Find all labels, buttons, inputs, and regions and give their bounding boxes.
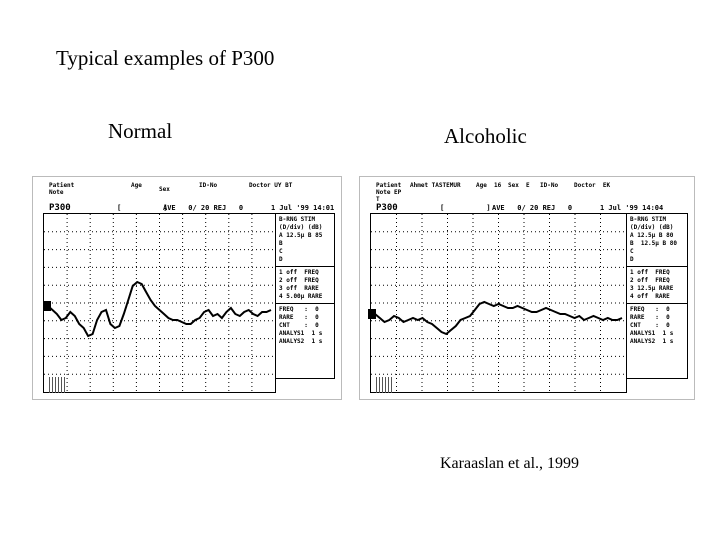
panel-row: FREQ : 0 (279, 306, 319, 313)
panel-row: ANALYS1 1 s (630, 330, 674, 337)
waveform-normal-svg (44, 214, 275, 392)
panel-row: ANALYS1 1 s (279, 330, 323, 337)
status-line: AVE 0/ 20 REJ 0 (492, 204, 573, 212)
status-line: AVE 0/ 20 REJ 0 (163, 204, 244, 212)
label-normal: Normal (108, 119, 173, 143)
panel-row: B-RNG STIM (630, 216, 667, 223)
counts-box: FREQ : 0 RARE : 0 CNT : 0 ANALYS1 1 s AN… (627, 304, 687, 348)
freq-box: 1 off FREQ 2 off FREQ 3 12.5µ RARE 4 off… (627, 267, 687, 304)
tick-lines (49, 377, 67, 393)
panel-row: CNT : 0 (279, 322, 319, 329)
panel-row: 2 off FREQ (630, 277, 670, 284)
waveform-alcoholic-svg (371, 214, 626, 392)
panel-row: 4 off RARE (630, 293, 670, 300)
panel-row: D (630, 256, 634, 263)
side-panel: B-RNG STIM (D/div) (dB) A 12.5µ B 80 B 1… (626, 213, 688, 379)
plot-alcoholic (370, 213, 627, 393)
header-age: Age 16 (476, 182, 502, 189)
header-age: Age (131, 182, 142, 189)
panel-row: 4 5.00µ RARE (279, 293, 323, 300)
panel-row: A 12.5µ B 80 (630, 232, 674, 239)
bracket: [ ] (117, 204, 168, 212)
panel-row: 3 12.5µ RARE (630, 285, 674, 292)
panel-row: D (279, 256, 283, 263)
waveform-trace (47, 280, 272, 338)
panel-row: FREQ : 0 (630, 306, 670, 313)
panel-row: A 12.5µ B 85 (279, 232, 323, 239)
tick-lines (376, 377, 394, 393)
header-patient: Patient Note (49, 182, 75, 196)
side-panel: B-RNG STIM (D/div) (dB) A 12.5µ B 85 B C… (275, 213, 335, 379)
stim-box: B-RNG STIM (D/div) (dB) A 12.5µ B 85 B C… (276, 214, 334, 267)
header-patient: Patient Note EP T (376, 182, 402, 203)
screen-alcoholic: Patient Note EP T Ahmet TASTEMUR Age 16 … (359, 176, 695, 400)
slide-title: Typical examples of P300 (56, 46, 275, 70)
panel-row: 1 off FREQ (279, 269, 319, 276)
header-id: ID-No (540, 182, 559, 189)
counts-box: FREQ : 0 RARE : 0 CNT : 0 ANALYS1 1 s AN… (276, 304, 334, 348)
header-id: ID-No (199, 182, 218, 189)
panel-row: 3 off RARE (279, 285, 319, 292)
panel-row: ANALYS2 1 s (630, 338, 674, 345)
panel-row: C (630, 248, 634, 255)
p300-label: P300 (49, 203, 71, 213)
panel-row: B 12.5µ B 80 (630, 240, 677, 247)
bracket: [ ] (440, 204, 491, 212)
screen-normal: Patient Note Age Sex ID-No Doctor UY BT … (32, 176, 342, 400)
waveform-trace (374, 300, 623, 336)
header-name: Ahmet TASTEMUR (410, 182, 461, 189)
header-doctor: Doctor EK (574, 182, 611, 189)
panel-row: (D/div) (dB) (630, 224, 674, 231)
panel-row: CNT : 0 (630, 322, 670, 329)
plot-normal (43, 213, 276, 393)
freq-box: 1 off FREQ 2 off FREQ 3 off RARE 4 5.00µ… (276, 267, 334, 304)
citation: Karaaslan et al., 1999 (440, 455, 580, 472)
panel-row: RARE : 0 (630, 314, 670, 321)
date-time: 1 Jul '99 14:04 (600, 204, 664, 212)
panel-row: B-RNG STIM (279, 216, 316, 223)
p300-label: P300 (376, 203, 398, 213)
panel-row: 1 off FREQ (630, 269, 670, 276)
header-sex: Sex (159, 186, 170, 193)
header-sex: Sex E (508, 182, 530, 189)
panel-row: (D/div) (dB) (279, 224, 323, 231)
header-doctor: Doctor UY BT (249, 182, 293, 189)
channel-marker (368, 309, 376, 319)
panel-row: 2 off FREQ (279, 277, 319, 284)
date-time: 1 Jul '99 14:01 (271, 204, 335, 212)
panel-row: B (279, 240, 283, 247)
panel-row: RARE : 0 (279, 314, 319, 321)
label-alcoholic: Alcoholic (444, 124, 527, 148)
panel-row: C (279, 248, 283, 255)
channel-marker (43, 301, 51, 311)
stim-box: B-RNG STIM (D/div) (dB) A 12.5µ B 80 B 1… (627, 214, 687, 267)
panel-row: ANALYS2 1 s (279, 338, 323, 345)
